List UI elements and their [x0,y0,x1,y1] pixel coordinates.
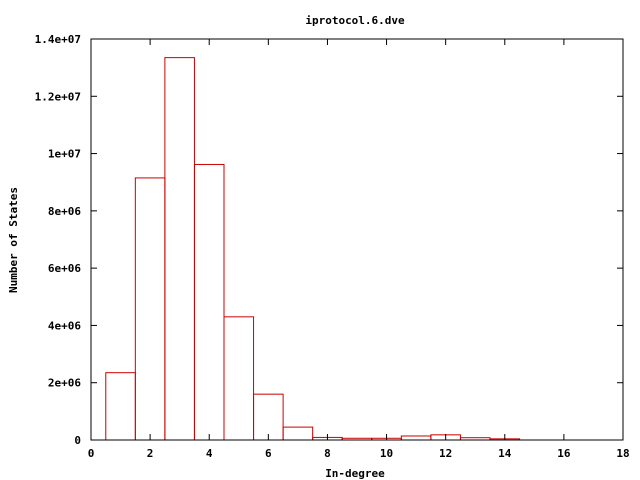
x-tick-label: 4 [206,447,213,460]
histogram-bar [105,372,136,441]
x-tick-label: 6 [265,447,272,460]
x-tick-label: 2 [147,447,154,460]
y-tick-label: 6e+06 [48,262,81,275]
bars [105,57,521,441]
x-axis-ticks: 0 2 4 6 8 10 12 14 16 18 [88,39,630,460]
x-tick-label: 8 [324,447,331,460]
chart-title: iprotocol.6.dve [305,14,405,27]
y-axis-label: Number of States [7,187,20,293]
y-axis-ticks: 0 2e+06 4e+06 6e+06 8e+06 1e+07 1.2e+07 1.4e+07 [35,33,623,447]
x-tick-label: 0 [88,447,95,460]
y-tick-label: 0 [74,434,81,447]
x-tick-label: 10 [380,447,393,460]
x-tick-label: 16 [557,447,571,460]
y-tick-label: 4e+06 [48,319,81,332]
x-tick-label: 14 [498,447,512,460]
histogram-bar [282,426,314,441]
histogram-bar [400,435,432,441]
x-tick-label: 18 [616,447,629,460]
plot-frame [90,38,624,441]
histogram-bar [164,57,195,441]
histogram-bar [193,163,225,441]
y-tick-label: 1.2e+07 [35,90,81,103]
y-tick-label: 2e+06 [48,377,81,390]
y-tick-label: 1.4e+07 [35,33,81,46]
x-axis-label: In-degree [325,467,385,480]
x-tick-label: 12 [439,447,452,460]
y-tick-label: 1e+07 [48,148,81,161]
y-tick-label: 8e+06 [48,205,81,218]
histogram-bar [223,316,255,441]
histogram-bar [253,393,284,441]
histogram-bar [134,177,166,441]
